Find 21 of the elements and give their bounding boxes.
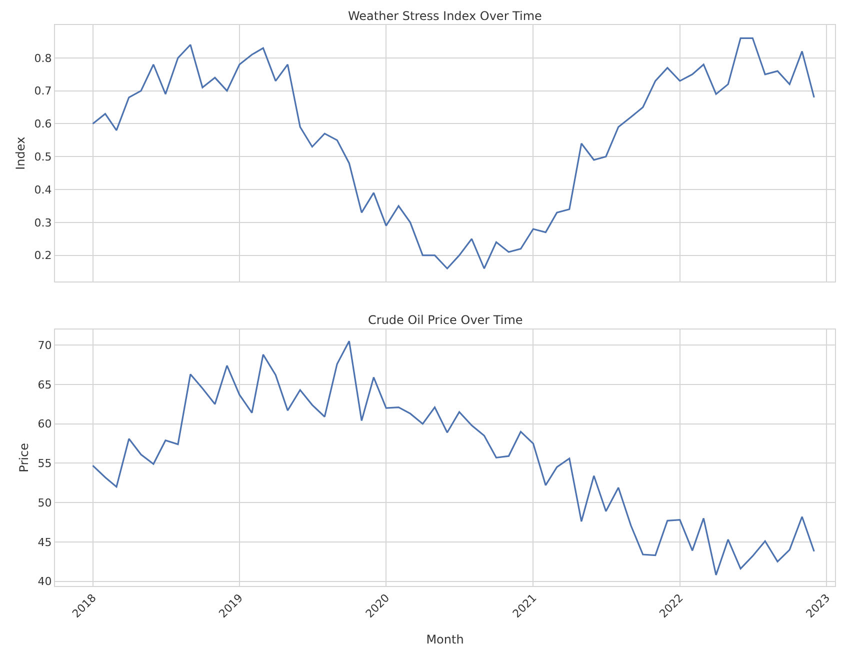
- y-tick-label: 0.8: [34, 52, 52, 65]
- y-tick-label: 0.7: [34, 84, 52, 98]
- y-tick-label: 45: [38, 536, 52, 549]
- line-series: [92, 340, 815, 576]
- y-tick-label: 0.5: [34, 150, 52, 164]
- chart-title: Crude Oil Price Over Time: [368, 313, 523, 327]
- y-tick-label: 0.3: [34, 216, 52, 230]
- y-axis-title: Index: [14, 136, 28, 170]
- y-tick-label: 0.4: [34, 183, 52, 196]
- y-tick-label: 55: [38, 457, 52, 470]
- y-tick-label: 65: [38, 378, 52, 392]
- line-series: [92, 37, 815, 270]
- y-tick-label: 60: [38, 418, 52, 431]
- y-tick-label: 0.2: [34, 249, 52, 262]
- y-tick-label: 40: [38, 575, 52, 588]
- x-axis-title: Month: [426, 632, 464, 646]
- y-tick-label: 0.6: [34, 118, 52, 131]
- y-tick-label: 70: [38, 338, 52, 352]
- chart-title: Weather Stress Index Over Time: [348, 9, 542, 23]
- y-axis-title: Price: [17, 443, 32, 472]
- y-tick-label: 50: [38, 496, 52, 510]
